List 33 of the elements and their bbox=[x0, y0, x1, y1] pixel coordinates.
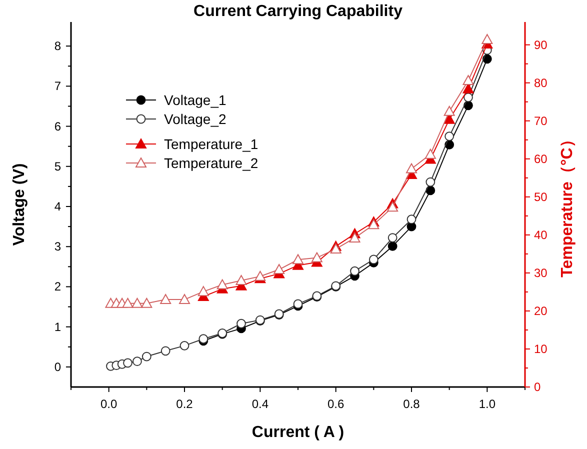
legend-label: Voltage_1 bbox=[164, 92, 226, 108]
y2-tick-label: 30 bbox=[534, 266, 548, 280]
y2-tick-label: 50 bbox=[534, 190, 548, 204]
chart-title: Current Carrying Capability bbox=[194, 3, 403, 20]
y-tick-label: 0 bbox=[54, 360, 62, 374]
y2-tick-label: 70 bbox=[534, 114, 548, 128]
y-tick-label: 8 bbox=[54, 39, 62, 54]
y2-axis-title: Temperature（°C） bbox=[559, 132, 576, 278]
x-axis-title: Current ( A ) bbox=[252, 424, 344, 441]
y2-tick-label: 40 bbox=[534, 228, 548, 242]
y-tick-label: 1 bbox=[54, 320, 62, 334]
x-tick-label: 0.0 bbox=[100, 397, 118, 411]
y-tick-label: 7 bbox=[54, 79, 62, 94]
y-tick-label: 3 bbox=[54, 240, 62, 254]
y2-tick-label: 0 bbox=[534, 380, 541, 394]
x-tick-label: 0.4 bbox=[252, 397, 269, 411]
x-tick-label: 0.8 bbox=[403, 397, 420, 411]
x-tick-label: 0.6 bbox=[327, 397, 344, 411]
y-tick-label: 5 bbox=[54, 159, 62, 174]
legend-label: Voltage_2 bbox=[164, 111, 226, 127]
y2-tick-label: 60 bbox=[534, 152, 548, 166]
y2-tick-label: 90 bbox=[534, 38, 548, 52]
legend-label: Temperature_1 bbox=[164, 136, 258, 152]
y-tick-label: 2 bbox=[54, 280, 62, 294]
y-tick-label: 4 bbox=[54, 200, 62, 214]
y2-tick-label: 80 bbox=[534, 76, 548, 90]
x-tick-label: 1.0 bbox=[478, 397, 496, 411]
y2-tick-label: 20 bbox=[534, 304, 548, 318]
legend-label: Temperature_2 bbox=[164, 155, 258, 171]
x-tick-label: 0.2 bbox=[176, 397, 194, 411]
y2-tick-label: 10 bbox=[534, 342, 548, 356]
y-tick-label: 6 bbox=[54, 119, 62, 134]
y-axis-title: Voltage (V) bbox=[11, 163, 28, 246]
